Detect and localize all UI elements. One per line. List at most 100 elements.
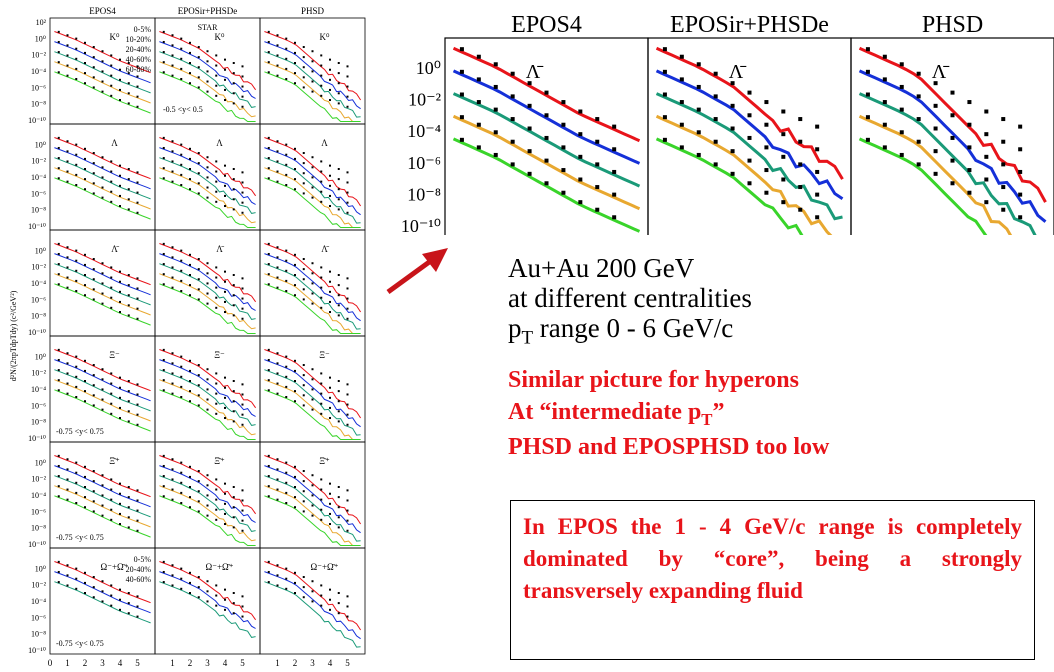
left-r2c0-point-1-7: [119, 280, 121, 283]
zoom-y-tick-5: 10⁻¹⁰: [401, 216, 441, 235]
left-x-tick-2-2: 2: [293, 658, 298, 668]
left-r0c1-point-1-3: [189, 51, 191, 54]
left-r3c0-point-2-7: [119, 396, 121, 399]
left-y-tick-3-6: 10⁻¹⁰: [28, 434, 46, 443]
left-r2c2-curve-4: [264, 283, 361, 334]
left-r5c0-point-1-5: [101, 590, 104, 593]
left-r5c2-point-2-4: [302, 596, 305, 599]
remark-too-low: PHSD and EPOSPHSD too low: [508, 434, 830, 460]
left-r1c0-point-0-7: [119, 164, 121, 167]
left-r5c1-point-1-2: [180, 577, 183, 580]
zoom-c1-point-2-0: [662, 92, 667, 97]
left-r1c0-point-1-4: [92, 162, 95, 165]
left-r1c2-point-1-3: [294, 157, 296, 160]
left-r2c2-point-4-3: [294, 294, 296, 297]
left-x-tick-0-2: 2: [83, 658, 88, 668]
left-r5c2-point-2-0: [267, 581, 270, 584]
left-r1c2-point-2-5: [311, 176, 314, 179]
left-y-tick-0-5: 10⁻⁸: [31, 100, 46, 109]
left-r5c2-point-1-7: [329, 598, 331, 601]
left-r1c0-point-4-5: [101, 196, 104, 199]
left-r2c2-point-2-5: [311, 282, 314, 285]
left-r0c1-point-2-5: [206, 70, 209, 73]
left-r2c2-point-0-0: [267, 242, 270, 245]
left-r1c2-point-3-0: [267, 167, 270, 170]
left-r2c1-point-1-7: [224, 280, 226, 283]
left-r4c0-curve-2: [54, 475, 151, 518]
left-r3c1-point-0-2: [180, 355, 183, 358]
zoom-c2-point-2-4: [933, 126, 938, 131]
left-r2c0-point-2-5: [101, 282, 104, 285]
left-r4c1-point-1-4: [197, 480, 200, 483]
left-r2c0-point-3-5: [101, 292, 104, 295]
zoom-c1-point-4-5: [747, 181, 752, 186]
left-r2c0-point-0-1: [66, 246, 69, 249]
left-r4c0-point-2-5: [101, 494, 104, 497]
left-r3c1-point-2-8: [232, 400, 235, 403]
centrality-info: at different centralities: [508, 283, 752, 313]
left-r2c0-point-2-6: [110, 286, 113, 289]
left-r5c0-point-0-0: [57, 560, 60, 563]
left-r2c0-point-2-3: [84, 274, 86, 277]
left-r1c2-point-1-1: [276, 150, 279, 153]
zoom-c2-point-4-1: [882, 145, 887, 150]
left-r5c2-curve-2: [264, 581, 361, 648]
zoom-c0-point-2-8: [595, 162, 600, 167]
left-r4c1-point-0-4: [197, 470, 200, 473]
remark-hyperons: Similar picture for hyperons: [508, 367, 799, 393]
zoom-c1-point-1-9: [815, 147, 820, 152]
left-r1c2-point-3-6: [320, 190, 323, 193]
left-r3c2-point-1-5: [311, 378, 314, 381]
left-r0c0-point-4-9: [136, 105, 139, 108]
left-r3c0-point-0-1: [66, 352, 69, 355]
left-r1c0-point-4-4: [92, 192, 95, 195]
left-r2c1-point-3-3: [189, 284, 191, 287]
zoom-c1-point-4-9: [815, 215, 820, 220]
zoom-c1-point-4-4: [730, 171, 735, 176]
zoom-c1-point-0-6: [764, 100, 769, 105]
left-r2c2-point-1-2: [285, 259, 288, 262]
zoom-c2-point-1-9: [1018, 147, 1023, 152]
left-r4c2-point-3-6: [320, 508, 323, 511]
left-r3c0-point-4-7: [119, 417, 121, 420]
zoom-c2-point-1-1: [882, 77, 887, 82]
left-r3c2-point-0-8: [337, 380, 340, 383]
left-r1c2-point-1-0: [267, 146, 270, 149]
zoom-c2-point-0-7: [984, 109, 989, 114]
left-r0c1-point-2-4: [197, 66, 200, 69]
left-r4c2-point-2-7: [329, 502, 331, 505]
left-panel-particle-3-1: Ξ⁻: [214, 350, 225, 360]
zoom-c2-point-0-5: [950, 90, 955, 95]
left-r0c0-point-4-1: [66, 74, 69, 77]
left-y-tick-2-5: 10⁻⁸: [31, 312, 46, 321]
left-r4c2-point-3-5: [311, 504, 314, 507]
left-r3c0-point-4-8: [127, 420, 130, 423]
zoom-c2-point-0-2: [899, 62, 904, 67]
left-r1c1-point-0-5: [206, 156, 209, 159]
zoom-c1-point-0-1: [679, 54, 684, 59]
left-r1c2-point-0-5: [311, 156, 314, 159]
zoom-c1-point-2-2: [696, 107, 701, 112]
left-r5c2-point-2-8: [337, 612, 340, 615]
left-r4c0-point-0-2: [75, 461, 78, 464]
left-r1c2-point-0-8: [337, 168, 340, 171]
left-r5c0-point-1-6: [110, 594, 113, 597]
left-r0c1-point-0-2: [180, 37, 183, 40]
left-r2c1-curve-4: [159, 283, 256, 334]
left-r4c2-point-1-2: [285, 471, 288, 474]
left-r3c2-point-3-2: [285, 385, 288, 388]
left-r5c0-point-1-3: [84, 581, 86, 584]
left-r1c2-curve-2: [264, 157, 361, 224]
left-r1c0-point-1-6: [110, 170, 113, 173]
left-r2c0-point-3-4: [92, 288, 95, 291]
left-r4c1-point-2-2: [180, 481, 183, 484]
left-r4c2-point-3-7: [329, 512, 331, 515]
left-r3c1-point-0-6: [215, 372, 218, 375]
left-r1c1-point-1-2: [180, 153, 183, 156]
left-r0c2-point-3-9: [346, 95, 349, 98]
zoom-c0-curve-1: [452, 69, 641, 165]
left-r5c1-point-1-7: [224, 598, 226, 601]
zoom-c1-point-3-1: [679, 122, 684, 127]
left-r2c0-point-2-7: [119, 290, 121, 293]
zoom-c0-point-0-4: [527, 81, 532, 86]
